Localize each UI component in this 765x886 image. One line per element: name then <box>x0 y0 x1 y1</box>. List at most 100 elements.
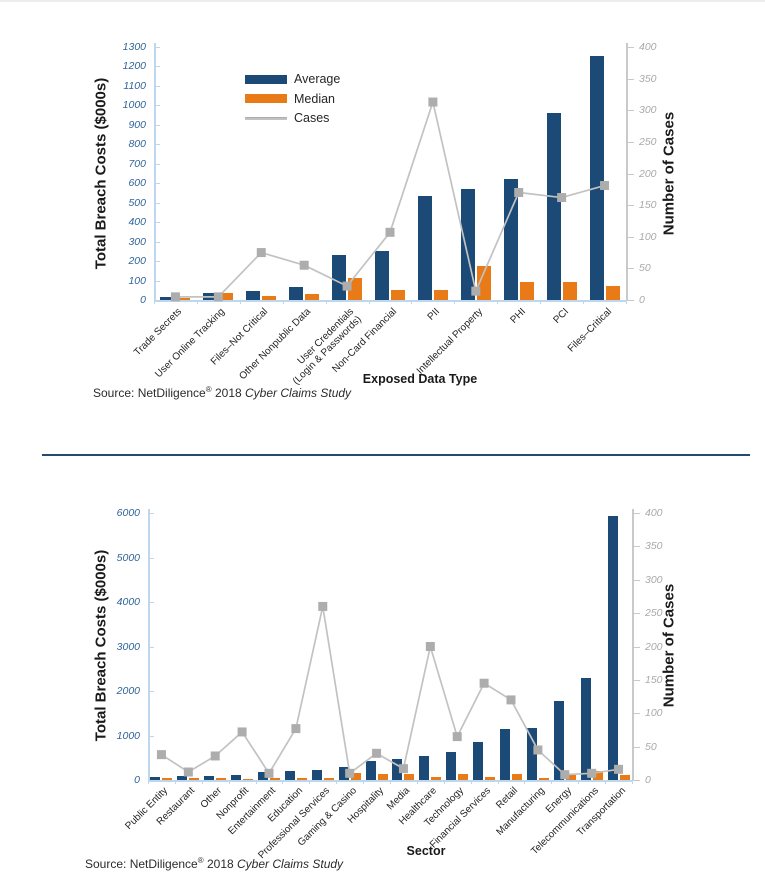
average-bar-14 <box>526 728 537 780</box>
average-bar-2 <box>204 775 215 780</box>
source-year: 2018 <box>203 857 238 871</box>
left-axis-tick <box>154 144 160 146</box>
average-bar-0 <box>150 776 161 780</box>
average-bar-8 <box>365 760 376 780</box>
median-swatch-icon <box>245 94 287 103</box>
left-axis-tick-label: 6000 <box>116 507 140 519</box>
source-prefix: Source: NetDiligence <box>85 857 198 871</box>
average-bar-0 <box>160 297 175 300</box>
right-axis-tick <box>626 110 634 112</box>
right-axis-tick <box>632 679 640 681</box>
cases-marker-0 <box>170 292 180 302</box>
median-bar-7 <box>350 773 361 780</box>
cases-line <box>175 98 605 298</box>
median-bar-14 <box>538 777 549 780</box>
median-bar-8 <box>377 773 388 780</box>
x-axis-minor-tick <box>363 780 365 784</box>
median-bar-8 <box>519 282 534 300</box>
median-bar-15 <box>565 774 576 780</box>
left-axis-tick <box>154 47 160 48</box>
right-axis-tick-label: 200 <box>639 167 657 180</box>
right-axis-tick <box>632 780 640 781</box>
cases-marker-8 <box>372 748 382 758</box>
right-axis-line <box>626 43 628 300</box>
median-bar-6 <box>433 289 448 300</box>
left-axis-tick <box>154 124 160 126</box>
cases-line-layer <box>156 601 624 780</box>
left-axis-tick-label: 100 <box>128 274 146 287</box>
median-bar-10 <box>605 286 620 300</box>
left-axis-tick <box>154 183 160 185</box>
right-axis-tick-label: 300 <box>639 104 657 117</box>
median-bar-5 <box>296 777 307 780</box>
cases-marker-6 <box>428 97 438 107</box>
left-axis-tick <box>154 300 160 301</box>
cases-marker-7 <box>471 286 481 296</box>
average-bar-7 <box>338 766 349 780</box>
x-axis-minor-tick <box>282 780 284 784</box>
cases-marker-8 <box>514 187 524 197</box>
left-axis-tick <box>148 735 154 737</box>
left-axis-tick-label: 1100 <box>123 79 146 92</box>
left-axis-line <box>154 43 156 300</box>
breach-costs-by-data-type-chart: 0 100 200 300 400 500 600 700 800 900 1000 1100 1200… <box>92 41 678 400</box>
median-bar-1 <box>219 292 234 300</box>
left-axis-tick <box>154 66 160 68</box>
average-bar-6 <box>417 195 432 300</box>
median-bar-12 <box>485 777 496 780</box>
left-axis-tick-label: 5000 <box>116 551 140 564</box>
cases-marker-10 <box>425 642 435 651</box>
left-axis-tick-label: 4000 <box>116 596 140 608</box>
left-axis-tick <box>148 646 154 648</box>
source-prefix: Source: NetDiligence <box>93 386 206 400</box>
cases-marker-17 <box>614 764 624 774</box>
right-axis-tick-label: 50 <box>645 740 657 753</box>
breach-costs-by-sector-chart: 0 1000 2000 3000 4000 5000 6000 0 50 100 150 200 250… <box>0 456 765 886</box>
right-axis-tick <box>626 78 634 80</box>
average-bar-10 <box>419 755 430 780</box>
average-bar-1 <box>177 775 188 780</box>
right-axis-tick <box>632 746 640 748</box>
right-axis-tick <box>632 546 640 548</box>
y-left-axis-title: Total Breach Costs ($000s) <box>92 77 110 270</box>
cases-marker-0 <box>156 750 166 760</box>
x-axis-minor-tick <box>325 300 327 304</box>
cases-marker-2 <box>210 751 220 761</box>
right-axis-tick-label: 0 <box>645 774 651 786</box>
left-axis-tick-label: 500 <box>128 196 146 209</box>
cases-marker-4 <box>264 768 274 778</box>
median-bar-0 <box>162 778 173 780</box>
x-axis-minor-tick <box>470 780 472 784</box>
median-bar-2 <box>216 778 227 780</box>
cases-marker-9 <box>557 193 567 203</box>
cases-line <box>160 606 619 776</box>
right-axis-tick <box>626 141 634 143</box>
left-axis-tick-label: 900 <box>128 118 146 131</box>
cases-line-swatch <box>245 116 287 120</box>
x-axis-minor-tick <box>497 780 499 784</box>
x-axis-minor-tick <box>540 300 542 304</box>
average-bar-10 <box>589 55 604 300</box>
left-axis-tick-label: 400 <box>128 216 146 229</box>
x-axis-minor-tick <box>551 780 553 784</box>
median-bar-10 <box>431 776 442 780</box>
cases-marker-7 <box>345 768 355 778</box>
median-bar-1 <box>189 777 200 780</box>
y-left-axis-title: Total Breach Costs ($000s) <box>92 549 110 742</box>
average-bar-8 <box>503 179 518 300</box>
cases-marker-1 <box>213 292 223 302</box>
x-axis-minor-tick <box>255 780 257 784</box>
y-right-axis-title: Number of Cases <box>660 111 678 236</box>
average-bar-5 <box>284 770 295 780</box>
left-axis-tick-label: 2000 <box>116 685 140 697</box>
cases-marker-14 <box>533 745 543 755</box>
right-axis-tick-label: 100 <box>639 230 657 243</box>
x-axis-minor-tick <box>497 300 499 304</box>
registered-mark: ® <box>205 385 212 394</box>
x-axis-minor-tick <box>524 780 526 784</box>
average-bar-3 <box>289 286 304 300</box>
median-bar-3 <box>243 778 254 780</box>
left-axis-tick-label: 600 <box>128 177 146 190</box>
cases-marker-11 <box>452 732 462 742</box>
legend-item-cases: Cases <box>245 110 329 126</box>
